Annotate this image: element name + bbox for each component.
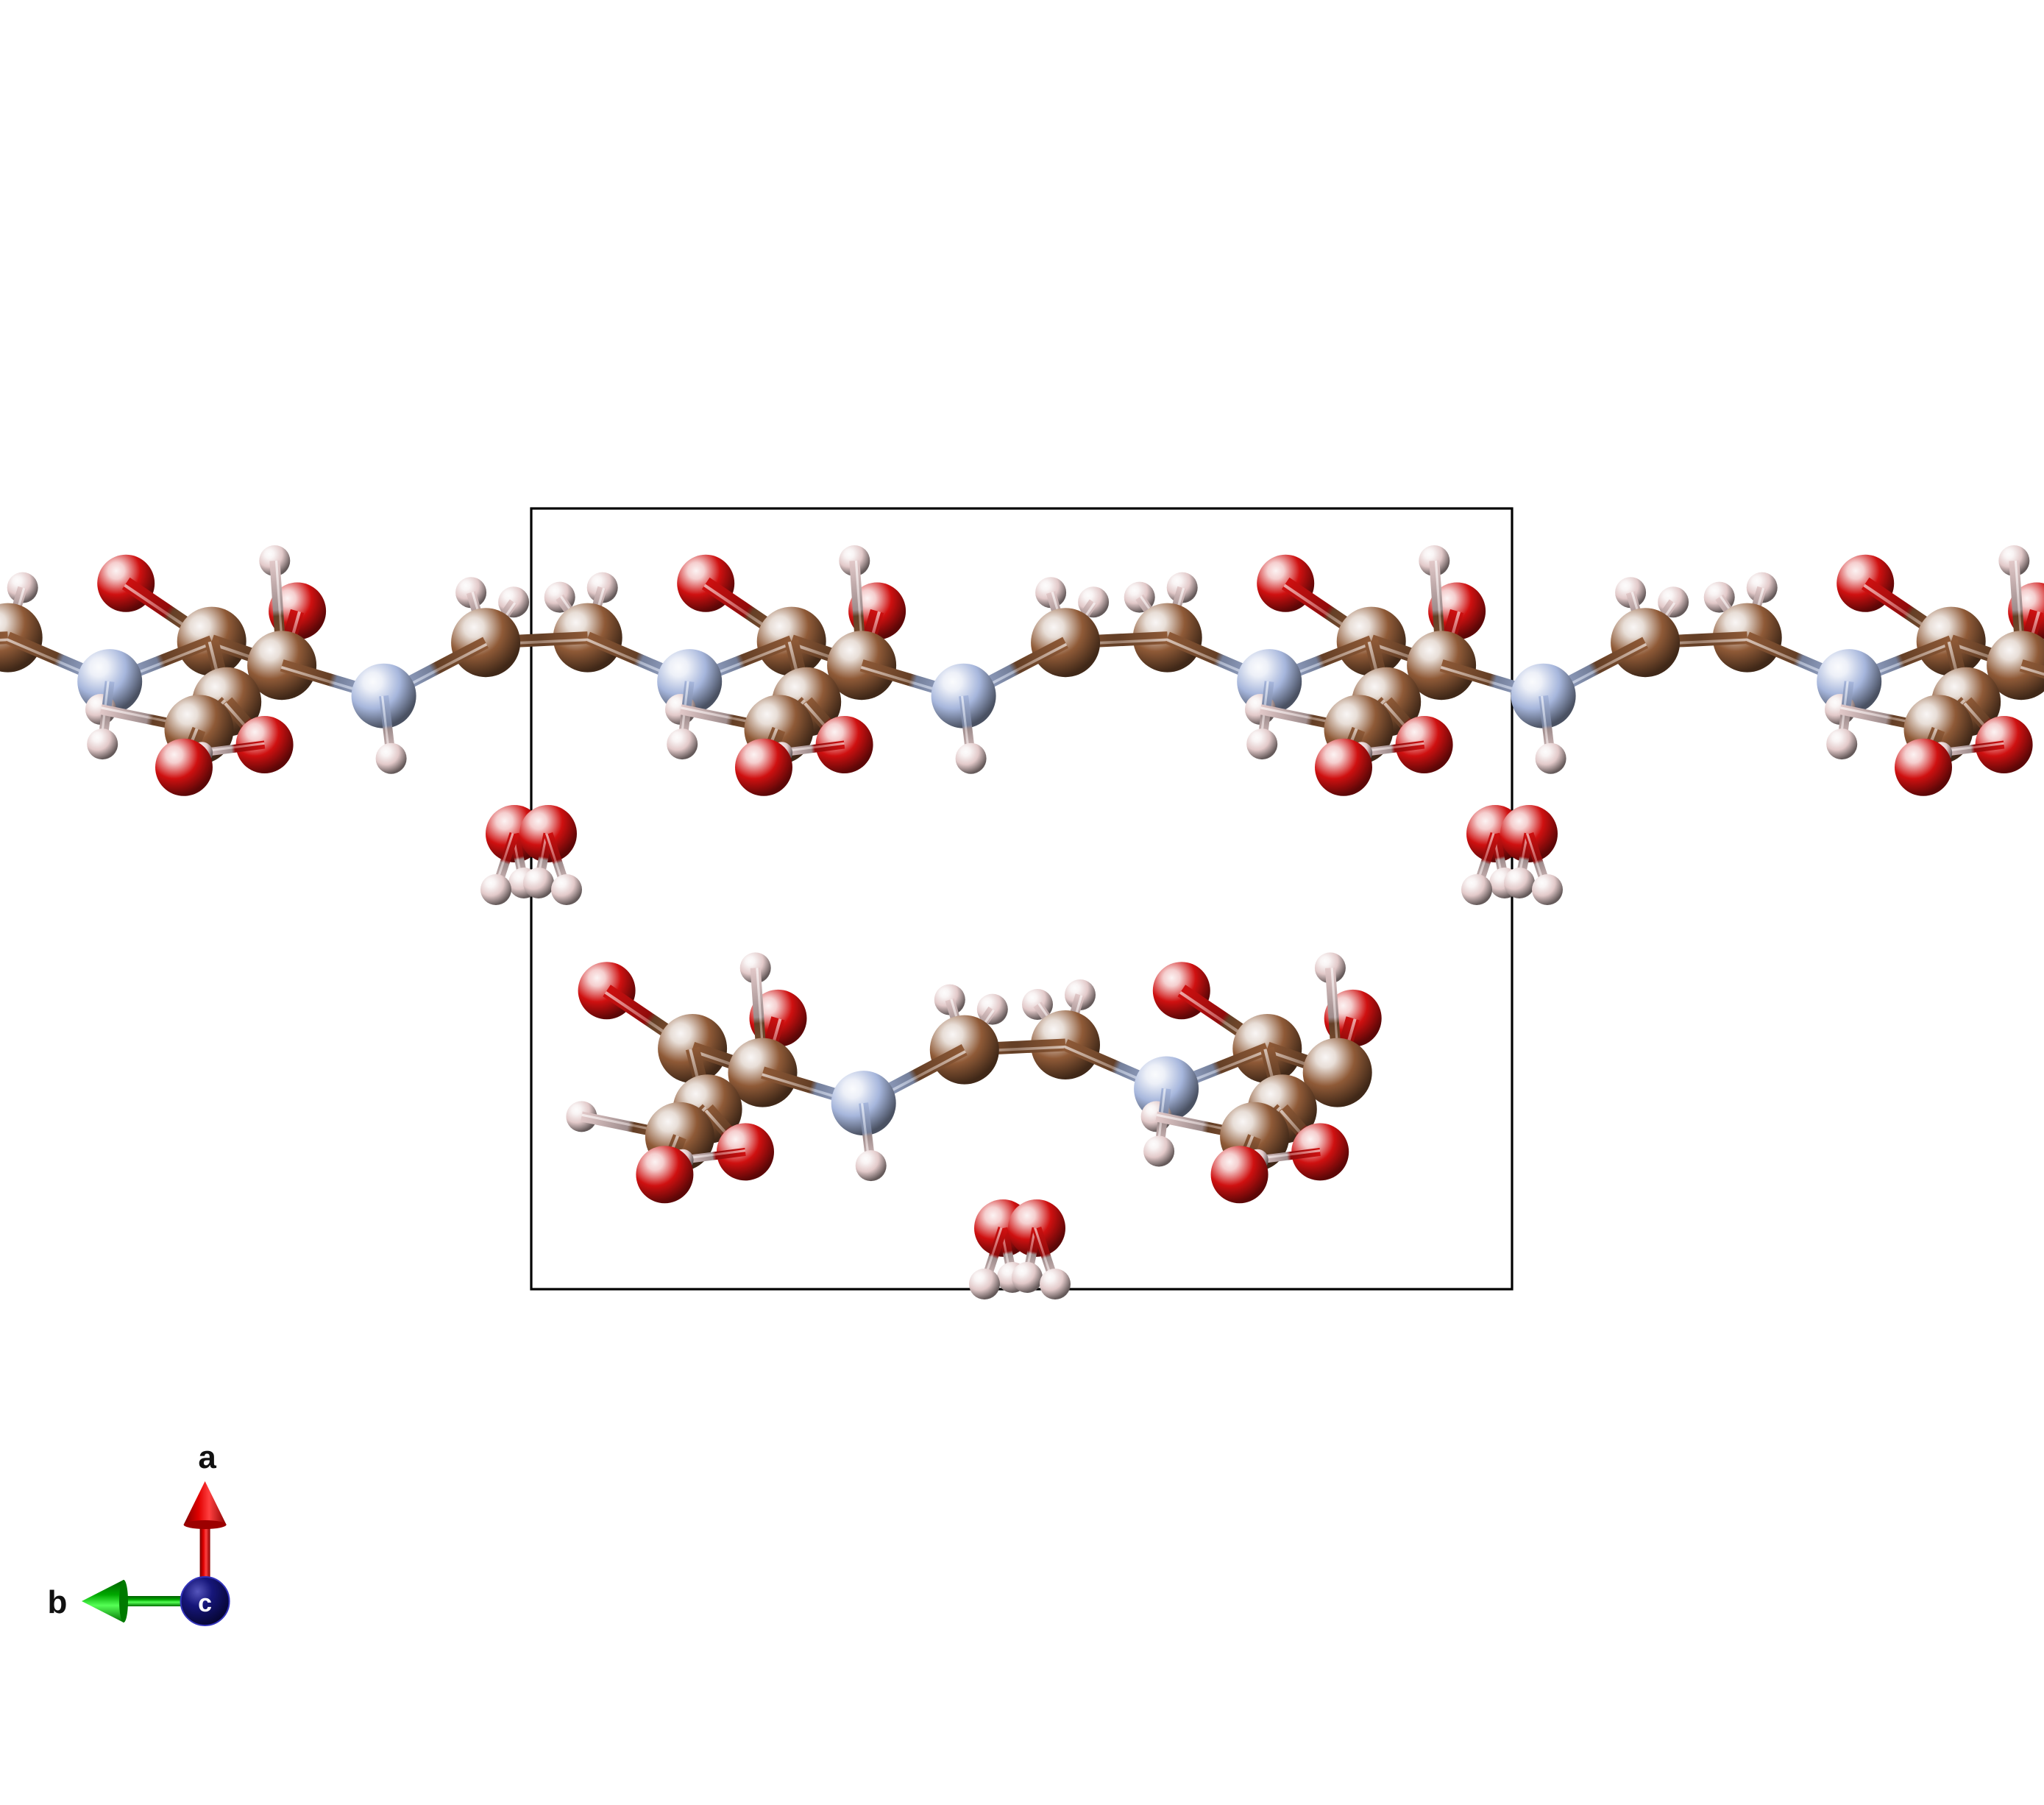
svg-text:c: c — [198, 1589, 212, 1617]
svg-text:b: b — [48, 1584, 68, 1620]
svg-text:a: a — [198, 1439, 216, 1475]
